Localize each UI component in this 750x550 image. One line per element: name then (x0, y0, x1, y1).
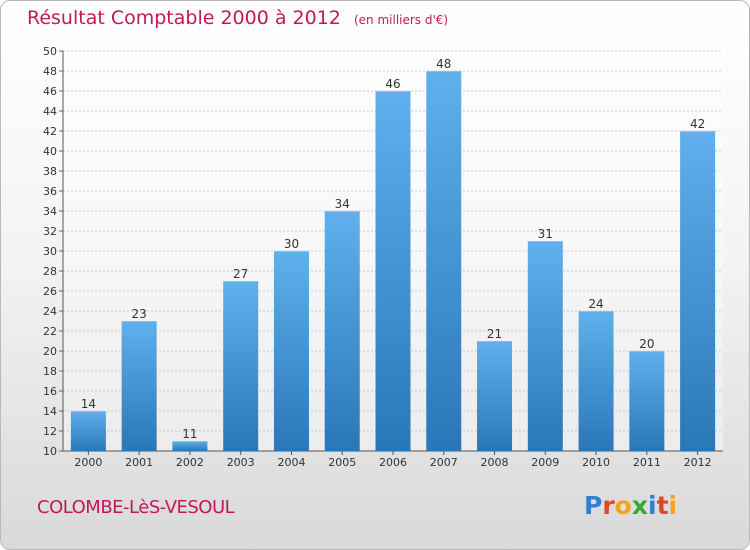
logo-letter: x (631, 491, 648, 520)
data-label: 23 (132, 307, 147, 321)
bar (477, 341, 513, 451)
bar (273, 251, 309, 451)
y-tick-label: 34 (43, 205, 57, 218)
y-tick-label: 22 (43, 325, 57, 338)
data-label: 42 (690, 117, 705, 131)
y-tick-label: 18 (43, 365, 57, 378)
x-tick-label: 2009 (531, 456, 559, 469)
y-tick-label: 30 (43, 245, 57, 258)
logo-letter: P (584, 491, 603, 520)
bar (527, 241, 563, 451)
chart-subtitle: (en milliers d'€) (353, 13, 449, 27)
logo-letter: r (602, 491, 615, 520)
data-label: 27 (233, 267, 248, 281)
bar (375, 91, 411, 451)
bar (426, 71, 462, 451)
logo-letter: o (614, 491, 632, 520)
data-label: 11 (182, 427, 197, 441)
x-tick-label: 2012 (684, 456, 712, 469)
y-tick-label: 12 (43, 425, 57, 438)
y-tick-label: 46 (43, 85, 57, 98)
bar (578, 311, 614, 451)
y-tick-label: 32 (43, 225, 57, 238)
x-tick-label: 2007 (430, 456, 458, 469)
data-label: 30 (284, 237, 299, 251)
bar (70, 411, 106, 451)
x-tick-label: 2008 (481, 456, 509, 469)
logo-letter: i (668, 491, 678, 520)
x-tick-label: 2006 (379, 456, 407, 469)
logo-letter: i (648, 491, 657, 520)
logo-letter: t (656, 491, 669, 520)
x-tick-label: 2002 (176, 456, 204, 469)
x-tick-label: 2001 (125, 456, 153, 469)
y-tick-label: 14 (43, 405, 57, 418)
y-tick-label: 44 (43, 105, 57, 118)
bar (121, 321, 157, 451)
chart-header: Résultat Comptable 2000 à 2012 (en milli… (27, 7, 448, 29)
y-tick-label: 40 (43, 145, 57, 158)
x-tick-label: 2000 (74, 456, 102, 469)
data-label: 31 (538, 227, 553, 241)
commune-name: COLOMBE-LèS-VESOUL (37, 497, 235, 518)
y-tick-label: 48 (43, 65, 57, 78)
proxiti-logo: Proxiti (584, 491, 677, 520)
x-tick-label: 2003 (227, 456, 255, 469)
data-label: 14 (81, 397, 96, 411)
x-tick-label: 2004 (277, 456, 305, 469)
y-tick-label: 26 (43, 285, 57, 298)
y-tick-label: 10 (43, 445, 57, 458)
y-tick-label: 50 (43, 45, 57, 58)
data-label: 48 (436, 57, 451, 71)
bar (629, 351, 665, 451)
bar (680, 131, 716, 451)
bar (324, 211, 360, 451)
y-tick-label: 24 (43, 305, 57, 318)
y-tick-label: 16 (43, 385, 57, 398)
x-tick-label: 2011 (633, 456, 661, 469)
y-tick-label: 28 (43, 265, 57, 278)
x-tick-label: 2010 (582, 456, 610, 469)
data-label: 46 (385, 77, 400, 91)
data-label: 20 (639, 337, 654, 351)
y-tick-label: 42 (43, 125, 57, 138)
data-label: 34 (335, 197, 350, 211)
chart-title: Résultat Comptable 2000 à 2012 (27, 7, 341, 29)
y-tick-label: 38 (43, 165, 57, 178)
y-tick-label: 36 (43, 185, 57, 198)
bar (172, 441, 208, 451)
data-label: 21 (487, 327, 502, 341)
bar (223, 281, 259, 451)
x-tick-label: 2005 (328, 456, 356, 469)
y-tick-label: 20 (43, 345, 57, 358)
data-label: 24 (588, 297, 603, 311)
